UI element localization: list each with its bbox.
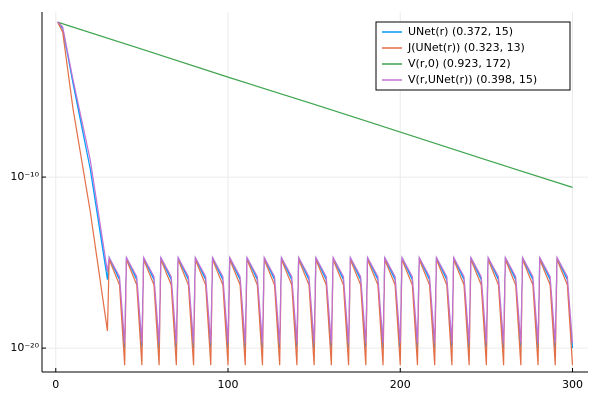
x-tick-label: 200 (390, 378, 411, 391)
data-line (57, 21, 574, 343)
legend-label: UNet(r) (0.372, 15) (408, 25, 513, 38)
y-tick-label: 10⁻¹⁰ (10, 170, 39, 183)
y-tick-label: 10⁻²⁰ (10, 341, 39, 354)
x-tick-label: 300 (562, 378, 583, 391)
legend-box (375, 21, 571, 91)
x-tick-label: 0 (52, 378, 59, 391)
data-line (57, 21, 573, 188)
legend-label: V(r,UNet(r)) (0.398, 15) (408, 73, 537, 86)
legend-label: V(r,0) (0.923, 172) (408, 57, 511, 70)
legend-label: J(UNet(r)) (0.323, 13) (407, 41, 525, 54)
x-tick-label: 100 (218, 378, 239, 391)
